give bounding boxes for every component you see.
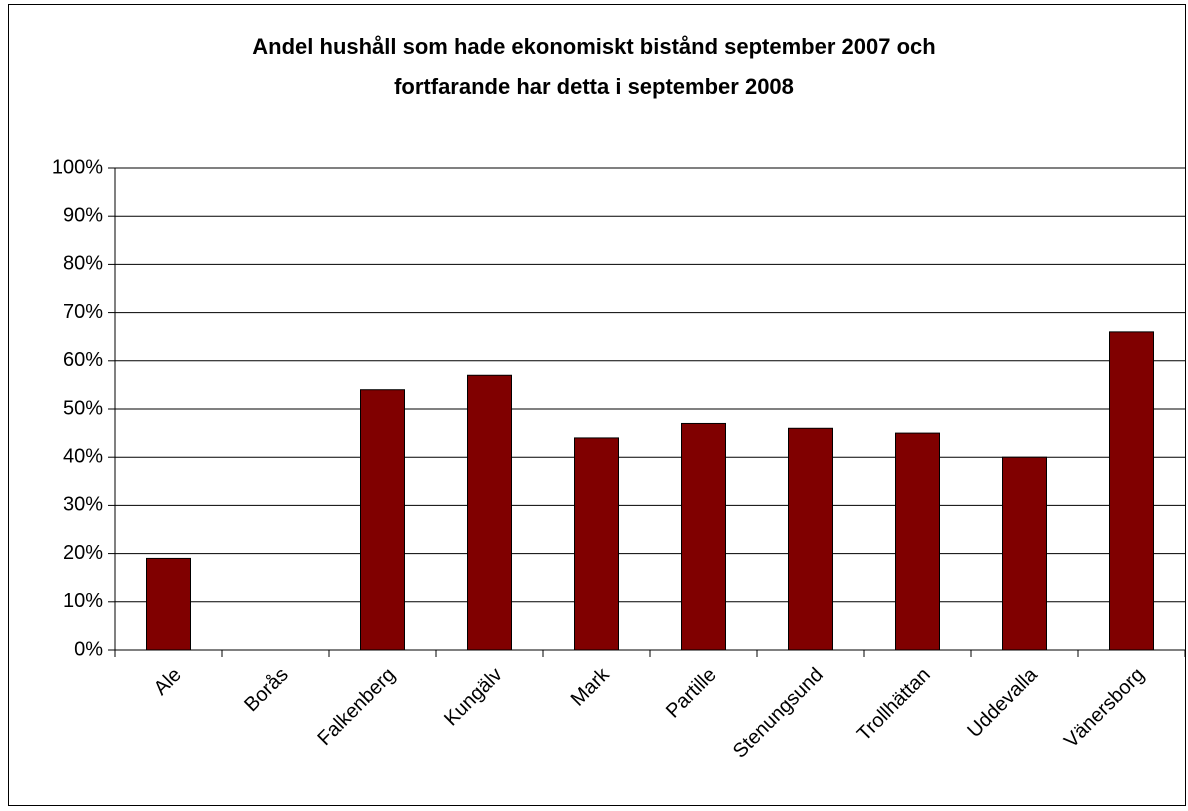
bar: [1002, 456, 1047, 651]
y-tick-label: 40%: [63, 445, 103, 467]
y-tick-label: 0%: [74, 638, 103, 660]
bar: [146, 557, 191, 651]
y-tick-label: 10%: [63, 590, 103, 612]
y-tick-label: 50%: [63, 397, 103, 419]
bar: [681, 422, 726, 651]
bar: [895, 432, 940, 651]
bar: [574, 437, 619, 651]
bar: [1109, 331, 1154, 651]
y-tick-label: 30%: [63, 494, 103, 516]
y-tick-label: 20%: [63, 542, 103, 564]
chart-title: fortfarande har detta i september 2008: [394, 74, 794, 99]
chart-frame: [8, 4, 1186, 806]
y-tick-label: 60%: [63, 349, 103, 371]
y-tick-label: 80%: [63, 253, 103, 275]
y-tick-label: 100%: [52, 156, 103, 178]
y-tick-label: 70%: [63, 301, 103, 323]
chart-title: Andel hushåll som hade ekonomiskt bistån…: [252, 34, 935, 59]
bar: [467, 374, 512, 651]
y-tick-label: 90%: [63, 204, 103, 226]
bar: [788, 427, 833, 651]
bar: [360, 389, 405, 651]
